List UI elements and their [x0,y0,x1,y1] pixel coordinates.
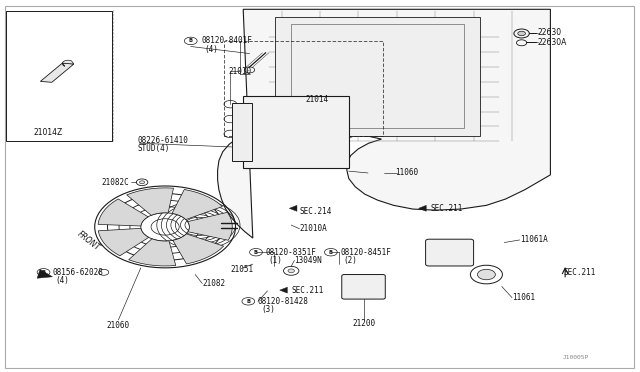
Text: 08120-8401F: 08120-8401F [202,36,252,45]
Circle shape [296,86,306,92]
Polygon shape [280,287,287,293]
Text: J10005P: J10005P [563,355,589,360]
Bar [6,11,112,141]
Text: 21060: 21060 [107,321,130,330]
Circle shape [398,64,408,70]
Text: 22630A: 22630A [538,38,567,46]
Polygon shape [173,234,223,264]
Polygon shape [37,269,52,278]
Circle shape [449,64,460,70]
Circle shape [347,86,357,92]
Circle shape [449,42,460,48]
Polygon shape [419,205,426,211]
Circle shape [443,249,456,256]
Text: B: B [189,38,193,44]
Text: 21082: 21082 [202,279,225,288]
Text: FRONT: FRONT [76,230,102,253]
Text: 11061A: 11061A [520,235,547,244]
Text: SEC.211: SEC.211 [430,204,463,213]
Text: 08120-8351F: 08120-8351F [266,248,316,257]
Polygon shape [62,60,74,66]
Polygon shape [289,205,297,211]
Polygon shape [99,228,148,256]
Text: (3): (3) [261,305,275,314]
Circle shape [296,64,306,70]
Text: 22630: 22630 [538,28,562,37]
FancyBboxPatch shape [342,275,385,299]
Circle shape [449,86,460,92]
Circle shape [296,42,306,48]
Polygon shape [98,199,148,226]
Text: B: B [254,250,258,255]
Polygon shape [40,63,74,82]
Text: 08156-62028: 08156-62028 [52,268,103,277]
Text: 13049N: 13049N [294,256,322,265]
Bar [275,17,480,136]
Text: SEC.211: SEC.211 [563,268,596,277]
Polygon shape [188,212,232,240]
Circle shape [288,269,294,273]
Circle shape [347,42,357,48]
Circle shape [347,64,357,70]
Bar [232,103,252,161]
Text: B: B [246,299,250,304]
Circle shape [477,269,495,280]
Polygon shape [218,9,550,238]
Text: 08226-61410: 08226-61410 [138,136,188,145]
Circle shape [140,181,145,184]
Text: 21010: 21010 [228,67,252,76]
Text: 08120-8451F: 08120-8451F [340,248,391,257]
Text: SEC.211: SEC.211 [291,286,324,295]
Text: 11061: 11061 [512,293,535,302]
Text: 11060: 11060 [396,169,419,177]
Text: 21014: 21014 [306,95,329,104]
Text: B: B [42,270,45,275]
Text: 21014Z: 21014Z [33,128,63,137]
Polygon shape [129,239,176,266]
Text: 21051: 21051 [230,265,253,274]
Text: SEC.214: SEC.214 [300,207,332,216]
Text: 21200: 21200 [352,319,375,328]
Bar [243,96,349,168]
Circle shape [398,42,408,48]
Polygon shape [127,188,173,215]
Text: (2): (2) [344,256,358,265]
Text: 21010A: 21010A [300,224,327,233]
Text: 21082C: 21082C [102,178,129,187]
Text: (1): (1) [269,256,283,265]
Circle shape [398,86,408,92]
FancyBboxPatch shape [426,239,474,266]
Text: (4): (4) [56,276,70,285]
Circle shape [518,31,525,36]
Text: B: B [329,250,333,255]
Text: (4): (4) [205,45,219,54]
Polygon shape [172,189,223,219]
Text: STUD(4): STUD(4) [138,144,170,153]
Bar [291,24,464,128]
Text: 08120-81428: 08120-81428 [258,297,308,306]
